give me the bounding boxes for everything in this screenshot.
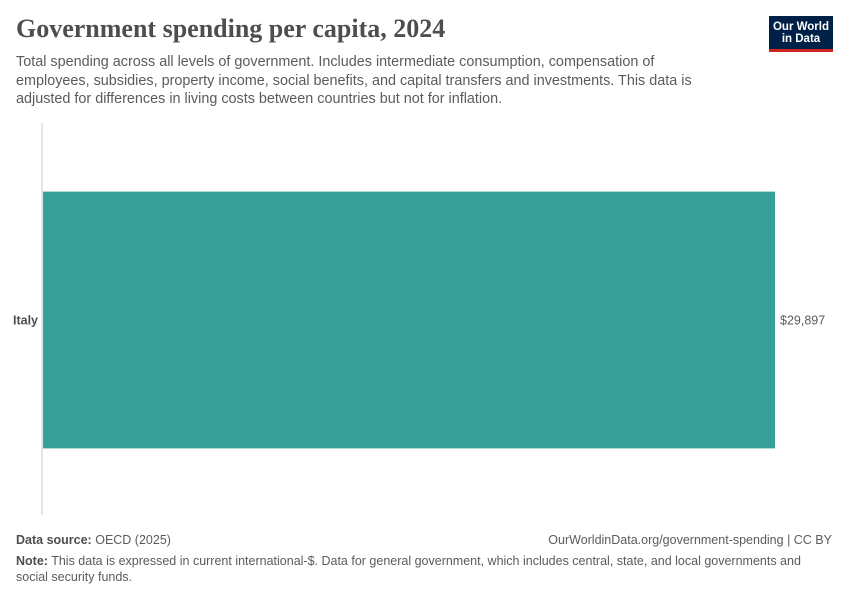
chart-url[interactable]: OurWorldinData.org/government-spending |… bbox=[548, 533, 832, 547]
logo-line-1: Our World bbox=[772, 20, 829, 33]
chart-title: Government spending per capita, 2024 bbox=[16, 14, 446, 43]
chart-subtitle: Total spending across all levels of gove… bbox=[16, 54, 692, 107]
bar-chart: Italy $29,897 bbox=[13, 123, 825, 515]
data-source-label: Data source: bbox=[16, 533, 92, 547]
note-text: This data is expressed in current intern… bbox=[16, 554, 801, 584]
chart-note: Note: This data is expressed in current … bbox=[16, 554, 816, 585]
owid-logo[interactable]: Our World in Data bbox=[769, 16, 833, 52]
logo-line-2: in Data bbox=[781, 32, 821, 45]
category-label: Italy bbox=[13, 314, 38, 328]
bar-italy[interactable] bbox=[43, 191, 775, 449]
data-source: Data source: OECD (2025) bbox=[16, 533, 171, 547]
value-label: $29,897 bbox=[780, 314, 825, 328]
note-label: Note: bbox=[16, 554, 48, 568]
data-source-link[interactable]: OECD (2025) bbox=[95, 533, 171, 547]
